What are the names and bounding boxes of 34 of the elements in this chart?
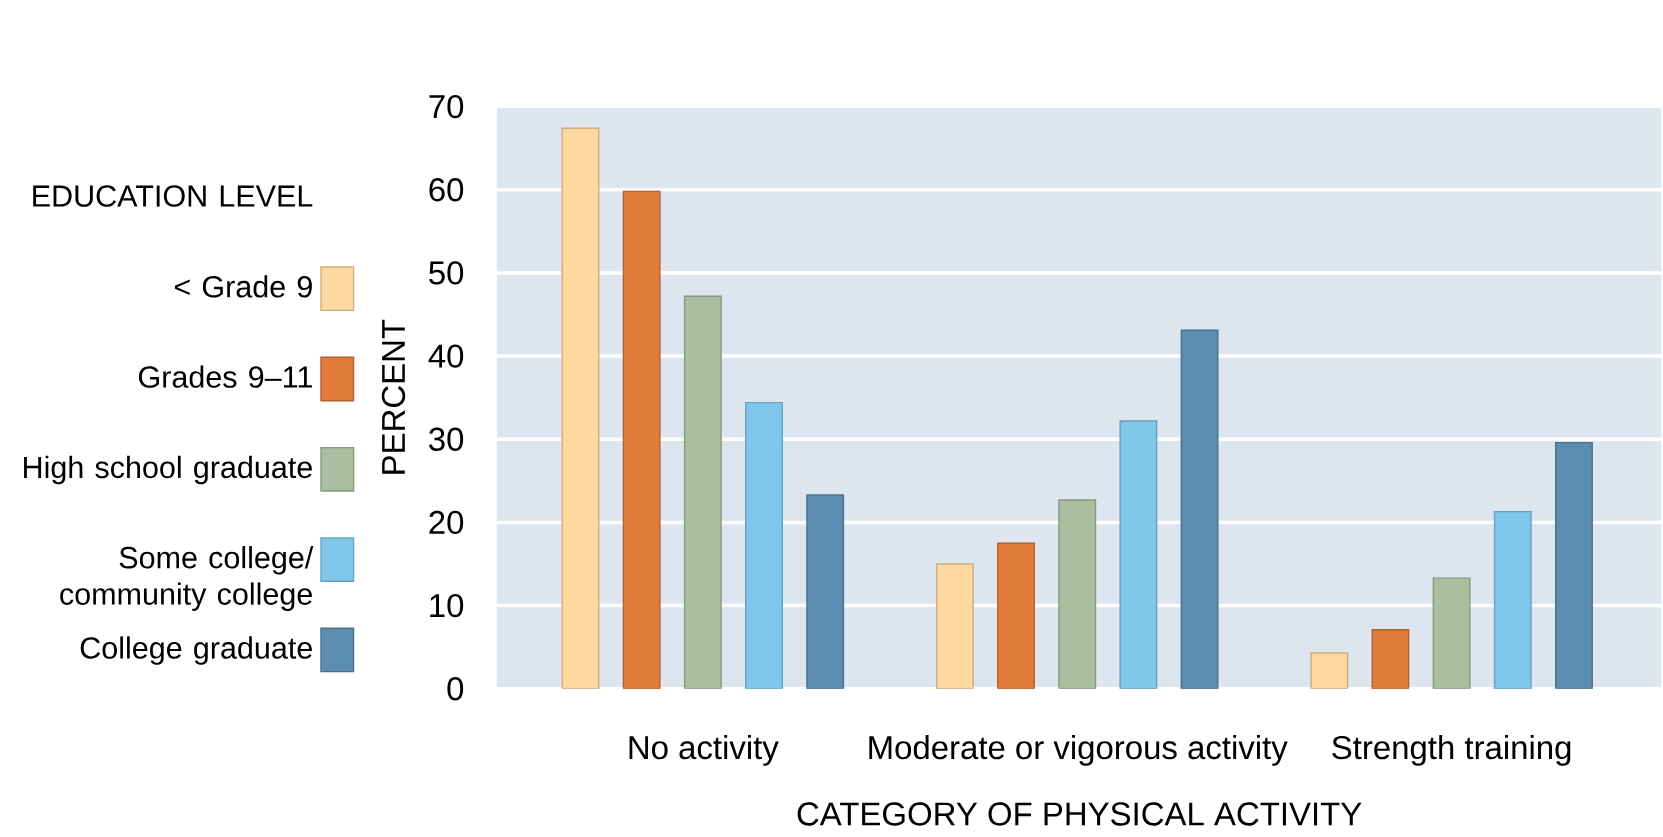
y-axis-title: PERCENT [381, 319, 406, 474]
bar [683, 295, 722, 689]
bar [1180, 329, 1219, 689]
bar [1493, 511, 1532, 689]
bar [745, 402, 783, 689]
legend-label: High school graduate [24, 455, 312, 485]
bar [1371, 629, 1410, 689]
bar [622, 190, 661, 689]
bar [1432, 577, 1471, 689]
y-tick-label: 50 [429, 261, 464, 285]
x-tick-label: Moderate or vigorous activity [869, 735, 1288, 766]
bar [1058, 499, 1097, 689]
legend-label: < Grade 9 [174, 275, 312, 298]
x-tick-label: Strength training [1332, 735, 1571, 766]
bar [1310, 652, 1349, 689]
y-tick-label: 30 [429, 427, 464, 452]
bar [806, 494, 845, 689]
y-tick-label: 10 [430, 594, 464, 618]
y-tick-label: 0 [447, 677, 464, 701]
y-tick-label: 70 [429, 95, 464, 119]
y-tick-label: 60 [429, 178, 464, 202]
legend-label: Grades 9–11 [139, 365, 312, 389]
bar [1119, 420, 1158, 689]
bar [997, 542, 1036, 689]
y-tick-label: 20 [429, 510, 464, 535]
legend-label: College graduate [80, 636, 312, 665]
x-axis-title: CATEGORY OF PHYSICAL ACTIVITY [797, 802, 1362, 826]
bar [1555, 442, 1593, 689]
legend-title: EDUCATION LEVEL [33, 185, 313, 208]
bar [561, 127, 600, 689]
y-tick-label: 40 [428, 344, 464, 368]
legend-label: Some college/ community college [60, 546, 314, 612]
bar [935, 563, 974, 689]
x-tick-label: No activity [629, 735, 779, 766]
